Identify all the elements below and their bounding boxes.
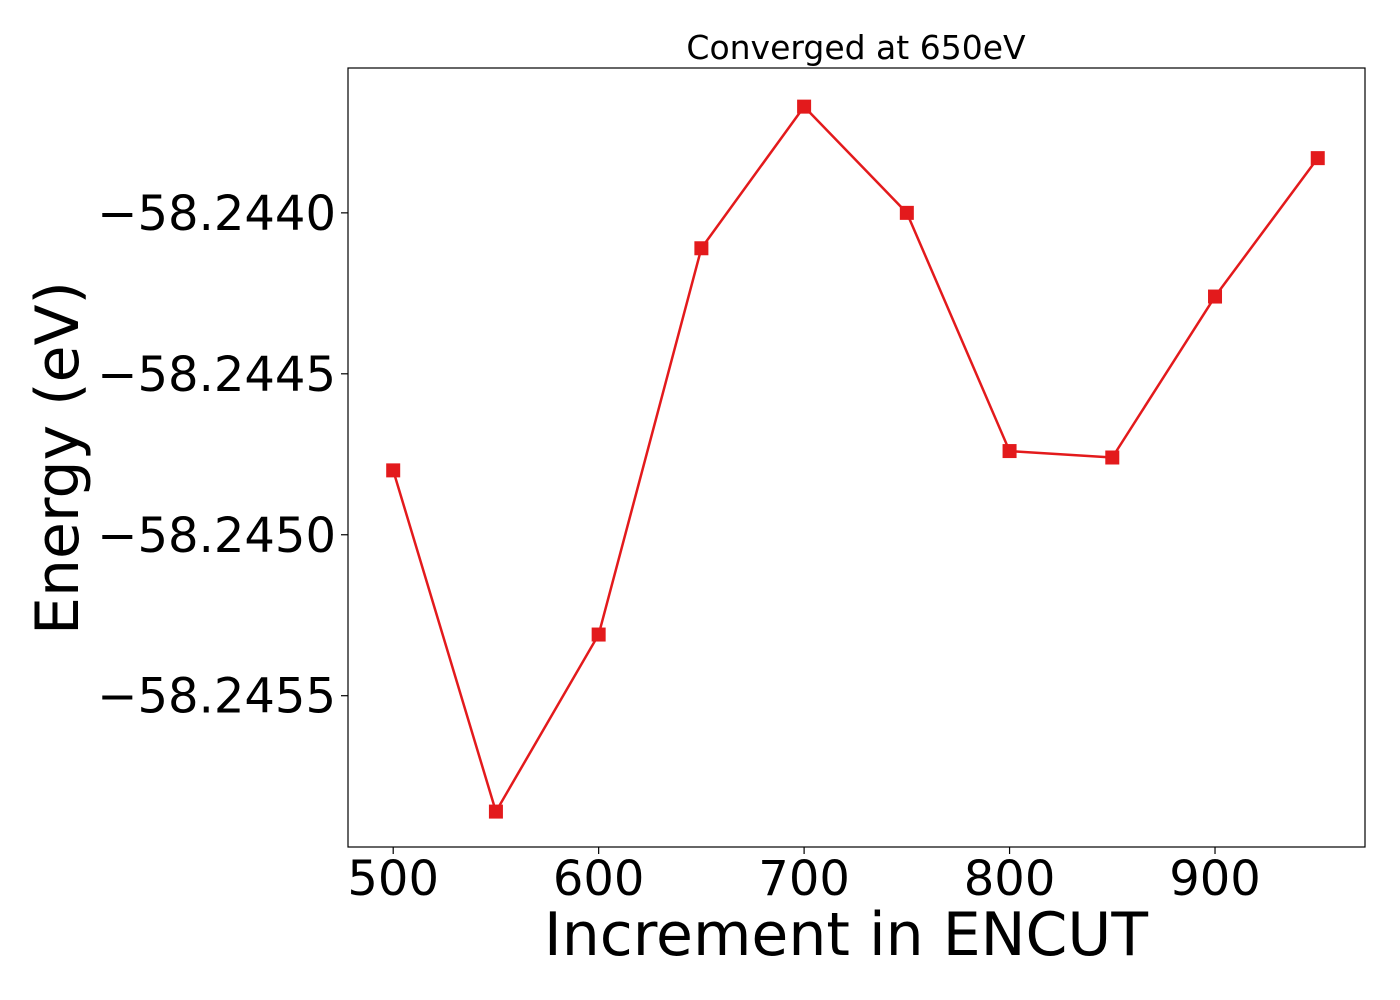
data-point-marker [1310,151,1325,166]
data-point-marker [797,99,812,114]
data-point-marker [488,804,503,819]
data-point-marker [899,205,914,220]
plot-area-frame [347,67,1366,848]
series-layer [386,99,1325,819]
chart-title: Converged at 650eV [686,28,1026,67]
x-axis: 500 600 700 800 900 [347,847,1261,907]
x-axis-label: Increment in ENCUT [544,900,1148,970]
data-point-marker [1208,289,1223,304]
x-tick-label: 600 [553,851,645,907]
data-point-marker [1002,444,1017,459]
y-tick-label: −58.2455 [97,669,336,725]
data-point-marker [694,241,709,256]
data-point-marker [591,627,606,642]
x-tick-label: 800 [964,851,1056,907]
y-axis-label: Energy (eV) [23,281,93,635]
y-tick-label: −58.2445 [97,347,336,403]
x-tick-label: 500 [347,851,439,907]
x-tick-label: 900 [1169,851,1261,907]
series-line [392,105,1319,813]
data-point-marker [1105,450,1120,465]
y-tick-label: −58.2440 [97,186,336,242]
x-tick-label: 700 [758,851,850,907]
y-tick-label: −58.2450 [97,508,336,564]
data-point-marker [386,463,401,478]
y-axis: −58.2440 −58.2445 −58.2450 −58.2455 [97,186,348,725]
